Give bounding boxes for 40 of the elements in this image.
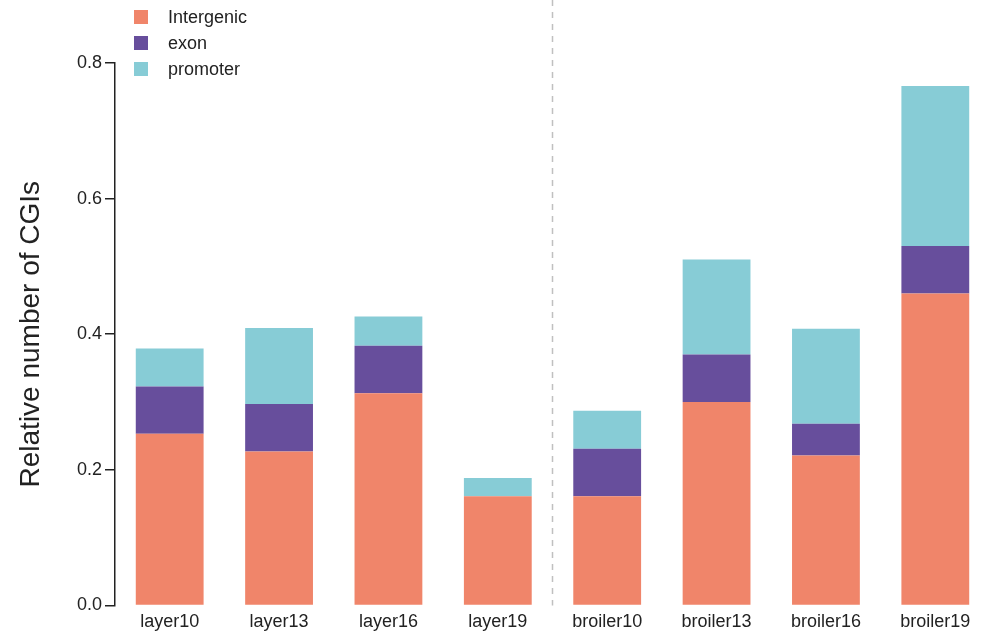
bar	[792, 328, 860, 424]
bar	[901, 86, 970, 247]
legend-label: Intergenic	[168, 6, 248, 28]
x-tick-label: layer19	[468, 611, 528, 632]
y-axis-title: Relative number of CGIs	[13, 180, 45, 488]
bar	[573, 448, 642, 497]
bar	[245, 451, 313, 605]
bar	[135, 433, 204, 605]
x-tick-label: layer10	[140, 611, 200, 632]
bar	[901, 293, 970, 605]
x-tick-label: broiler13	[681, 611, 752, 632]
x-tick-label: layer13	[249, 611, 309, 632]
bar	[135, 386, 204, 434]
x-tick-label: broiler16	[790, 611, 861, 632]
y-tick-label: 0.4	[76, 323, 102, 344]
bar	[354, 345, 423, 394]
bar	[245, 404, 313, 452]
y-tick-label: 0.2	[76, 458, 102, 479]
y-tick-label: 0.8	[76, 51, 102, 72]
y-tick-label: 0.6	[76, 187, 102, 208]
legend-label: promoter	[168, 58, 241, 80]
x-tick-label: broiler10	[572, 611, 643, 632]
bar	[245, 328, 313, 405]
x-tick-label: broiler19	[900, 611, 971, 632]
bar	[135, 348, 204, 387]
y-tick-label: 0.0	[76, 594, 102, 615]
x-tick-label: layer16	[358, 611, 418, 632]
bar	[463, 477, 532, 497]
bar	[682, 354, 751, 402]
legend-label: exon	[168, 32, 208, 54]
bar	[573, 410, 642, 449]
bar	[792, 455, 860, 605]
bar	[792, 423, 860, 456]
bar	[682, 259, 751, 355]
bar	[354, 316, 423, 346]
bar	[463, 496, 532, 605]
bar	[901, 246, 970, 294]
bar	[682, 402, 751, 605]
bar	[354, 393, 423, 605]
bar	[573, 496, 642, 605]
